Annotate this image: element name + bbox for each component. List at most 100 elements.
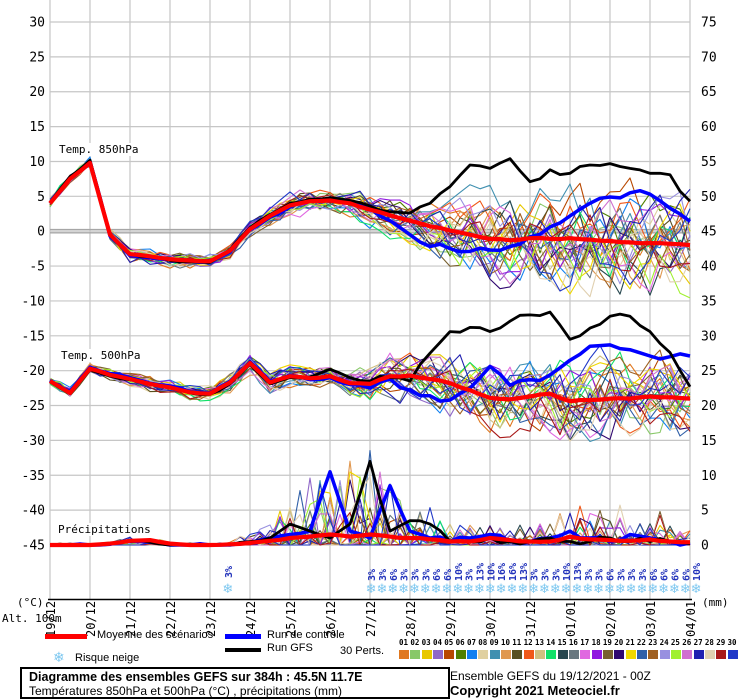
y-axis-label-left: -5: [29, 260, 45, 275]
legend-snow-label: Risque neige: [75, 652, 140, 664]
perturbation-color-swatch: [466, 650, 477, 659]
snowflake-icon: ❄: [420, 582, 431, 597]
snow-risk-percent: 16%: [497, 563, 508, 581]
perturbation-number: 13: [534, 638, 544, 647]
x-axis-date-label: 01/01: [564, 601, 578, 637]
snowflake-icon: ❄: [691, 582, 702, 597]
legend-control-swatch: [225, 634, 261, 639]
perturbation-legend-strip: 01 02 03 04 05 06 07 08 09 10 11 12 13 14 15 16 17 18 19 20…: [399, 638, 740, 660]
snowflake-icon: ❄: [561, 582, 572, 597]
snowflake-icon: ❄: [626, 582, 637, 597]
snowflake-icon: ❄: [582, 582, 593, 597]
snowflake-icon: ❄: [528, 582, 539, 597]
perturbation-number: 25: [670, 638, 680, 647]
perturbation-number: 02: [410, 638, 420, 647]
snowflake-icon: ❄: [222, 582, 233, 597]
y-axis-label-right: 15: [701, 434, 717, 449]
y-axis-label-right: 25: [701, 364, 717, 379]
perturbation-number: 30: [727, 638, 737, 647]
y-axis-label-left: 5: [37, 190, 45, 205]
snowflake-icon: ❄: [593, 582, 604, 597]
perturbation-number: 24: [659, 638, 669, 647]
snowflake-icon: ❄: [669, 582, 680, 597]
x-axis-date-label: 24/12: [244, 601, 258, 637]
y-axis-label-left: 30: [29, 16, 45, 31]
perturbation-color-swatch: [557, 650, 568, 659]
snowflake-icon: ❄: [604, 582, 615, 597]
perturbation-color-swatch: [421, 650, 432, 659]
y-axis-label-right: 70: [701, 50, 717, 65]
footer-info-box: Diagramme des ensembles GEFS sur 384h : …: [20, 667, 450, 699]
perturbation-color-swatch: [512, 650, 523, 659]
perturbation-number: 20: [614, 638, 624, 647]
x-axis-date-label: 29/12: [444, 601, 458, 637]
perturbation-color-swatch: [625, 650, 636, 659]
y-axis-label-right: 10: [701, 469, 717, 484]
snow-risk-percent: 3%: [584, 569, 595, 581]
snow-risk-percent: 3%: [400, 569, 411, 581]
snow-risk-percent: 6%: [606, 569, 617, 581]
ensemble-member-line: [49, 354, 691, 422]
snow-risk-percent: 3%: [411, 569, 422, 581]
perturbation-number: 07: [466, 638, 476, 647]
perturbation-number: 23: [648, 638, 658, 647]
y-axis-label-left: 0: [37, 225, 45, 240]
diagram-title: Diagramme des ensembles GEFS sur 384h : …: [29, 670, 363, 684]
mean-line: [48, 160, 691, 264]
y-axis-label-right: 5: [701, 504, 709, 519]
legend-gfs-swatch: [225, 648, 261, 652]
snow-risk-percent: 3%: [551, 569, 562, 581]
perturbation-number: 06: [455, 638, 465, 647]
temp-850-label: Temp. 850hPa: [57, 143, 141, 156]
legend-mean-swatch: [45, 634, 87, 639]
perturbation-color-swatch: [727, 650, 738, 659]
perturbation-number: 12: [523, 638, 533, 647]
perturbation-number: 10: [500, 638, 510, 647]
y-axis-label-left: -35: [22, 469, 45, 484]
perturbation-number: 18: [591, 638, 601, 647]
mean-line: [50, 532, 691, 548]
perturbation-number: 26: [682, 638, 692, 647]
run-info: Ensemble GEFS du 19/12/2021 - 00Z: [450, 669, 651, 683]
snowflake-icon: ❄: [572, 582, 583, 597]
legend-gfs-label: Run GFS: [267, 642, 313, 654]
perturbation-color-swatch: [410, 650, 421, 659]
perturbation-color-swatch: [636, 650, 647, 659]
x-axis-date-label: 30/12: [484, 601, 498, 637]
perturbation-color-swatch: [523, 650, 534, 659]
x-axis-date-label: 20/12: [84, 601, 98, 637]
y-axis-label-right: 35: [701, 294, 717, 309]
ensemble-member-line: [49, 354, 691, 441]
perturbation-color-swatch: [489, 650, 500, 659]
snowflake-icon: ❄: [680, 582, 691, 597]
x-axis-date-label: 21/12: [124, 601, 138, 637]
y-axis-label-right: 75: [701, 16, 717, 31]
snow-risk-percent: 6%: [671, 569, 682, 581]
snowflake-icon: ❄: [452, 582, 463, 597]
perturbation-color-swatch: [682, 650, 693, 659]
y-axis-label-left: 25: [29, 50, 45, 65]
y-axis-label-left: -40: [22, 504, 45, 519]
snow-risk-percent: 6%: [681, 569, 692, 581]
snow-risk-percent: 3%: [541, 569, 552, 581]
perturbation-color-swatch: [478, 650, 489, 659]
y-axis-label-left: -25: [22, 399, 45, 414]
y-axis-label-right: 60: [701, 120, 717, 135]
snowflake-icon: ❄: [377, 582, 388, 597]
perturbation-number: 09: [489, 638, 499, 647]
y-axis-label-left: -30: [22, 434, 45, 449]
y-axis-label-left: 15: [29, 120, 45, 135]
y-axis-label-left: -45: [22, 538, 45, 553]
y-axis-label-left: -10: [22, 294, 45, 309]
snow-risk-percent: 13%: [573, 563, 584, 581]
snow-risk-percent: 6%: [649, 569, 660, 581]
y-axis-label-right: 65: [701, 85, 717, 100]
legend-perts-label: 30 Perts.: [340, 645, 385, 657]
snowflake-icon: ❄: [398, 582, 409, 597]
perturbation-number: 01: [398, 638, 409, 647]
x-axis-date-label: 03/01: [644, 601, 658, 637]
x-axis-date-label: 02/01: [604, 601, 618, 637]
perturbation-number: 21: [625, 638, 635, 647]
legend-control-label: Run de contrôle: [267, 629, 345, 641]
